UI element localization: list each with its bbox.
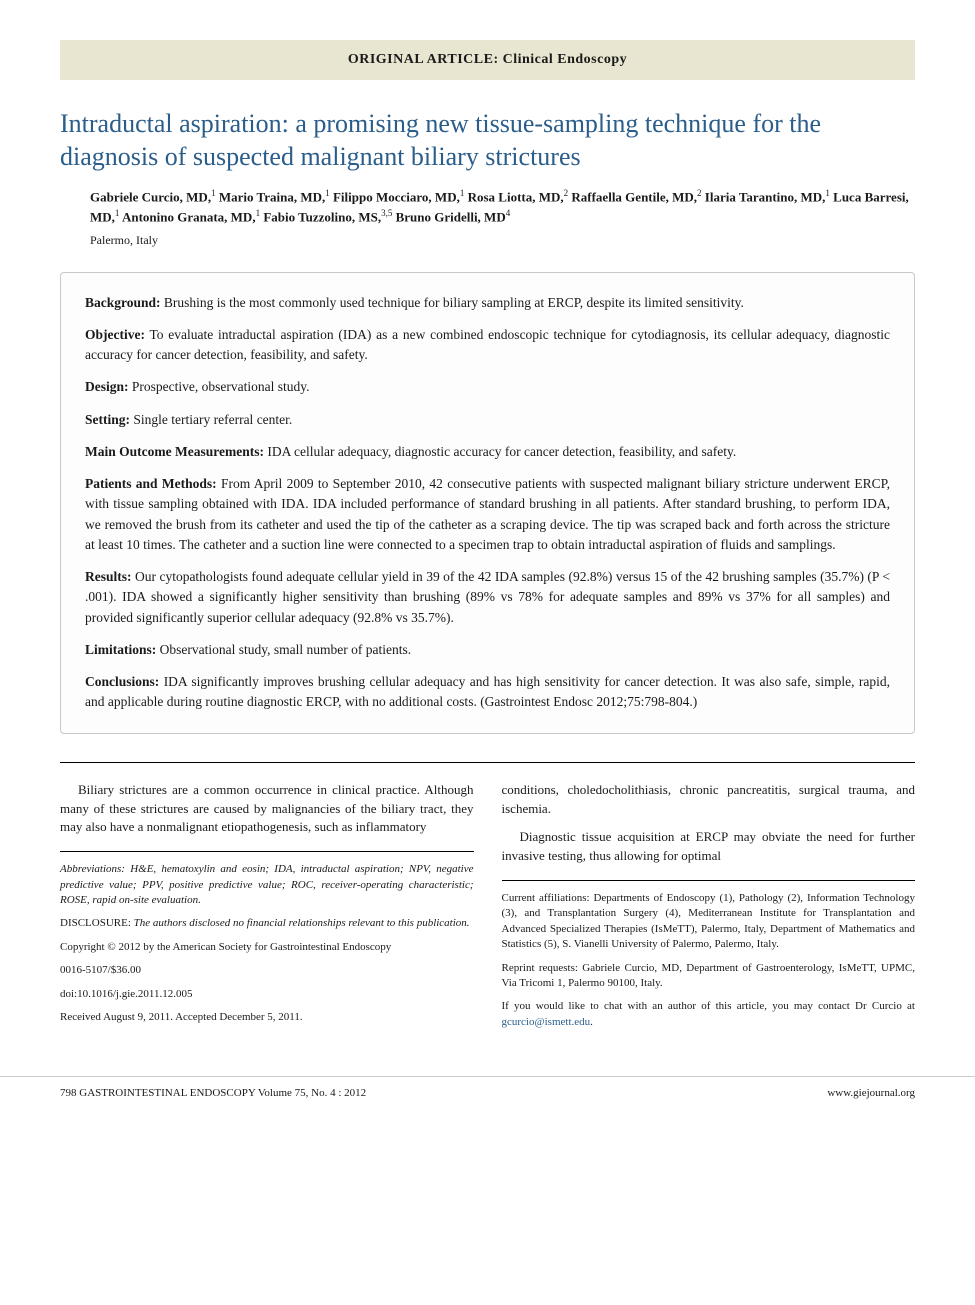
footnote-received: Received August 9, 2011. Accepted Decemb… <box>60 1010 474 1025</box>
abstract-outcome: Main Outcome Measurements: IDA cellular … <box>85 442 890 462</box>
abstract-text: Prospective, observational study. <box>132 379 310 394</box>
footnote-divider <box>502 880 916 881</box>
abstract-text: Single tertiary referral center. <box>133 412 292 427</box>
author-list: Gabriele Curcio, MD,1 Mario Traina, MD,1… <box>60 187 915 227</box>
body-paragraph: Diagnostic tissue acquisition at ERCP ma… <box>502 828 916 866</box>
abstract-limitations: Limitations: Observational study, small … <box>85 640 890 660</box>
footer-right: www.giejournal.org <box>827 1087 915 1099</box>
abstract-label: Patients and Methods: <box>85 476 217 491</box>
page-footer: 798 GASTROINTESTINAL ENDOSCOPY Volume 75… <box>0 1076 975 1115</box>
article-title: Intraductal aspiration: a promising new … <box>60 108 915 173</box>
abstract-text: IDA significantly improves brushing cell… <box>85 674 890 709</box>
abstract-text: Brushing is the most commonly used techn… <box>164 295 744 310</box>
footnote-doi: doi:10.1016/j.gie.2011.12.005 <box>60 987 474 1002</box>
body-columns: Biliary strictures are a common occurren… <box>60 781 915 1039</box>
abstract-text: Observational study, small number of pat… <box>160 642 411 657</box>
right-column: conditions, choledocholithiasis, chronic… <box>502 781 916 1039</box>
abstract-design: Design: Prospective, observational study… <box>85 377 890 397</box>
footnote-disclosure: DISCLOSURE: The authors disclosed no fin… <box>60 916 474 931</box>
abstract-objective: Objective: To evaluate intraductal aspir… <box>85 325 890 366</box>
disclosure-label: DISCLOSURE: <box>60 917 131 929</box>
footnote-abbreviations: Abbreviations: H&E, hematoxylin and eosi… <box>60 862 474 908</box>
contact-text: If you would like to chat with an author… <box>502 1000 916 1012</box>
footnote-contact: If you would like to chat with an author… <box>502 999 916 1030</box>
footnote-copyright: Copyright © 2012 by the American Society… <box>60 940 474 955</box>
abstract-label: Background: <box>85 295 161 310</box>
abstract-text: IDA cellular adequacy, diagnostic accura… <box>267 444 736 459</box>
abstract-label: Results: <box>85 569 132 584</box>
abstract-label: Main Outcome Measurements: <box>85 444 264 459</box>
footnote-issn: 0016-5107/$36.00 <box>60 963 474 978</box>
left-column: Biliary strictures are a common occurren… <box>60 781 474 1039</box>
abstract-results: Results: Our cytopathologists found adeq… <box>85 567 890 628</box>
abstract-text: Our cytopathologists found adequate cell… <box>85 569 890 625</box>
body-paragraph: Biliary strictures are a common occurren… <box>60 781 474 838</box>
abstract-text: To evaluate intraductal aspiration (IDA)… <box>85 327 890 362</box>
contact-email-link[interactable]: gcurcio@ismett.edu <box>502 1016 591 1028</box>
abstract-box: Background: Brushing is the most commonl… <box>60 272 915 734</box>
abstract-methods: Patients and Methods: From April 2009 to… <box>85 474 890 555</box>
disclosure-text: The authors disclosed no financial relat… <box>134 917 470 929</box>
abstract-label: Objective: <box>85 327 145 342</box>
author-location: Palermo, Italy <box>60 233 915 248</box>
body-paragraph: conditions, choledocholithiasis, chronic… <box>502 781 916 819</box>
abstract-background: Background: Brushing is the most commonl… <box>85 293 890 313</box>
abstract-label: Design: <box>85 379 129 394</box>
abstract-label: Setting: <box>85 412 130 427</box>
abstract-setting: Setting: Single tertiary referral center… <box>85 410 890 430</box>
abstract-conclusions: Conclusions: IDA significantly improves … <box>85 672 890 713</box>
footnote-divider <box>60 851 474 852</box>
section-divider <box>60 762 915 763</box>
footer-left: 798 GASTROINTESTINAL ENDOSCOPY Volume 75… <box>60 1087 366 1099</box>
footnote-reprint: Reprint requests: Gabriele Curcio, MD, D… <box>502 961 916 992</box>
abstract-label: Conclusions: <box>85 674 159 689</box>
article-category: ORIGINAL ARTICLE: Clinical Endoscopy <box>60 40 915 80</box>
abstract-label: Limitations: <box>85 642 156 657</box>
footnote-affiliations: Current affiliations: Departments of End… <box>502 891 916 953</box>
